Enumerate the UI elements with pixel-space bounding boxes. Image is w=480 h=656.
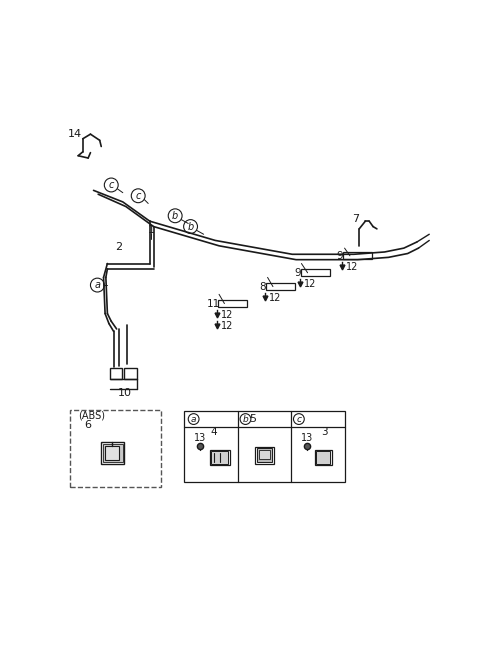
Text: 7: 7 (352, 214, 359, 224)
Bar (210, 450, 229, 465)
Text: 9: 9 (336, 251, 343, 261)
Text: c: c (135, 191, 141, 201)
Bar (266, 283, 295, 290)
Text: 5: 5 (250, 414, 257, 424)
Text: (ABS): (ABS) (78, 410, 105, 420)
Bar (343, 253, 372, 259)
Text: 14: 14 (68, 129, 82, 139)
Text: 3: 3 (321, 427, 327, 437)
Text: a: a (95, 280, 100, 290)
Text: 9: 9 (294, 268, 301, 277)
Bar (315, 450, 332, 465)
Bar (257, 448, 272, 462)
Bar (124, 368, 137, 379)
Text: 10: 10 (118, 388, 132, 398)
Bar (255, 447, 274, 464)
Text: a: a (191, 415, 196, 424)
Bar (259, 450, 270, 459)
Text: 1: 1 (148, 224, 155, 235)
Text: c: c (108, 180, 114, 190)
Text: b: b (172, 211, 178, 221)
Bar (184, 411, 345, 482)
Text: 4: 4 (211, 427, 217, 437)
Text: 12: 12 (221, 310, 233, 320)
Text: 6: 6 (84, 420, 91, 430)
Text: 2: 2 (115, 241, 122, 252)
Bar (316, 451, 330, 464)
Text: 12: 12 (304, 279, 316, 289)
Text: 13: 13 (301, 432, 313, 443)
Bar (300, 270, 330, 276)
Text: 13: 13 (194, 432, 206, 443)
Bar (101, 442, 124, 464)
Bar (110, 368, 122, 379)
Text: 12: 12 (221, 321, 233, 331)
Text: 12: 12 (346, 262, 359, 272)
Text: 8: 8 (260, 281, 266, 292)
Text: 11: 11 (207, 298, 220, 308)
Bar (211, 451, 228, 464)
Bar (217, 300, 247, 307)
Bar (103, 443, 123, 462)
Bar (105, 446, 119, 460)
Text: b: b (242, 415, 248, 424)
Text: b: b (187, 222, 194, 232)
Text: c: c (296, 415, 301, 424)
Text: 12: 12 (269, 293, 281, 303)
